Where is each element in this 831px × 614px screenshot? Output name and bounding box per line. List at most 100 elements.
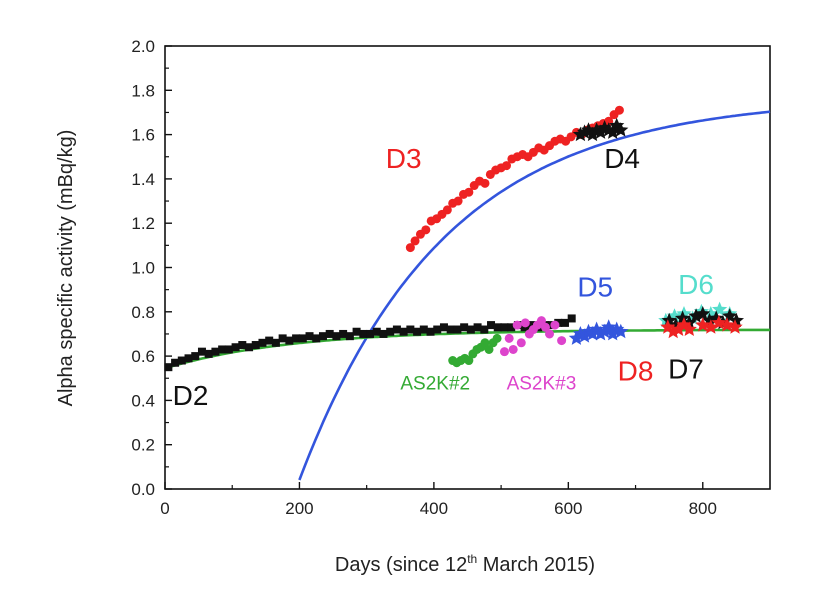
- d2-point: [258, 338, 267, 347]
- d2-point: [318, 332, 327, 341]
- d2-point: [265, 336, 274, 345]
- d2-point: [487, 321, 496, 330]
- d2-point: [359, 329, 368, 338]
- d2-point: [473, 323, 482, 332]
- x-tick-label: 600: [554, 499, 582, 518]
- d2-point: [406, 325, 415, 334]
- d7-point: [695, 306, 711, 321]
- as2k-3-point: [545, 329, 555, 339]
- y-tick-label: 1.6: [131, 126, 155, 145]
- d8-point: [703, 319, 719, 334]
- series-labels: D3 D4 D2 D5 D6 D8 D7 AS2K#2 AS2K#3: [173, 143, 714, 411]
- as2k-3-point: [550, 320, 560, 330]
- d3-point: [410, 236, 420, 246]
- d2-point: [339, 329, 348, 338]
- d2-point: [184, 354, 193, 363]
- y-tick-label: 0.2: [131, 436, 155, 455]
- as2k-3-point: [516, 338, 526, 348]
- d2-point: [527, 321, 536, 330]
- d2-point: [224, 345, 233, 354]
- d2-point: [439, 323, 448, 332]
- as2k-2-point: [464, 356, 474, 366]
- as2k-2-point: [492, 333, 502, 343]
- label-d7: D7: [668, 353, 704, 384]
- x-axis-label: Days (since 12th March 2015): [335, 552, 595, 576]
- d2-point: [480, 325, 489, 334]
- d3-point: [501, 161, 511, 171]
- series-d4: [572, 117, 629, 142]
- as2k-2-point: [480, 338, 490, 348]
- d4-point: [576, 124, 593, 139]
- d2-point: [352, 327, 361, 336]
- d3-point: [480, 178, 490, 188]
- x-tick-label: 0: [160, 499, 169, 518]
- d3-point: [421, 225, 431, 235]
- d2-point: [460, 323, 469, 332]
- y-tick-label: 0.8: [131, 303, 155, 322]
- label-d4: D4: [604, 143, 640, 174]
- d2-point: [392, 325, 401, 334]
- d2-point: [285, 336, 294, 345]
- as2k-3-point: [508, 344, 518, 354]
- d2-point: [171, 358, 180, 367]
- d2-point: [197, 347, 206, 356]
- d2-point: [567, 314, 576, 323]
- d2-point: [419, 325, 428, 334]
- series-d8: [660, 314, 743, 339]
- d3-point: [614, 105, 624, 115]
- y-tick-label: 1.8: [131, 81, 155, 100]
- d2-point: [426, 327, 435, 336]
- d2-point: [372, 327, 381, 336]
- y-tick-label: 0.4: [131, 391, 155, 410]
- d2-point: [238, 341, 247, 350]
- d2-point: [379, 329, 388, 338]
- d2-point: [413, 327, 422, 336]
- axes-layer: 0 200 400 600 800 0.0 0.2 0.4 0.6 0.8 1.0 1.2 1.4 1.6…: [131, 37, 771, 518]
- d5-point: [597, 323, 613, 339]
- label-d5: D5: [577, 271, 613, 302]
- d2-point: [399, 327, 408, 336]
- as2k-3-point: [512, 320, 522, 330]
- as2k-2-point: [484, 344, 494, 354]
- d2-point: [446, 325, 455, 334]
- d2-point: [298, 334, 307, 343]
- x-tick-label: 400: [420, 499, 448, 518]
- d8-point: [695, 317, 711, 332]
- d2-point: [305, 332, 314, 341]
- y-tick-label: 1.2: [131, 214, 155, 233]
- d2-point: [453, 325, 462, 334]
- d3-point: [453, 196, 463, 206]
- d2-point: [251, 341, 260, 350]
- d4-point: [572, 126, 588, 142]
- d2-point: [245, 343, 254, 352]
- as2k-3-point: [540, 322, 550, 332]
- ingrowth-fit: [298, 110, 771, 481]
- y-tick-label: 0.6: [131, 347, 155, 366]
- label-d3: D3: [386, 143, 422, 174]
- d8-point: [711, 314, 727, 330]
- d5-point: [593, 326, 609, 341]
- d8-point: [671, 321, 687, 336]
- d3-point: [442, 205, 452, 215]
- d2-point: [345, 332, 354, 341]
- d2-point: [493, 323, 502, 332]
- d2-point: [386, 327, 395, 336]
- d2-point: [366, 329, 375, 338]
- d8-point: [727, 319, 743, 334]
- d2-point: [292, 334, 301, 343]
- d2-point: [507, 323, 516, 332]
- d3-point: [464, 187, 474, 197]
- d2-point: [466, 325, 475, 334]
- series-d3: [405, 105, 624, 253]
- y-tick-label: 2.0: [131, 37, 155, 56]
- series-d5: [568, 319, 629, 345]
- y-tick-label: 0.0: [131, 480, 155, 499]
- x-tick-label: 800: [689, 499, 717, 518]
- d2-point: [433, 325, 442, 334]
- label-as2k-2: AS2K#2: [400, 373, 470, 394]
- label-d6: D6: [678, 269, 714, 300]
- plot-frame: [164, 45, 771, 490]
- series-as2k-3: [499, 316, 567, 357]
- x-tick-label: 200: [285, 499, 313, 518]
